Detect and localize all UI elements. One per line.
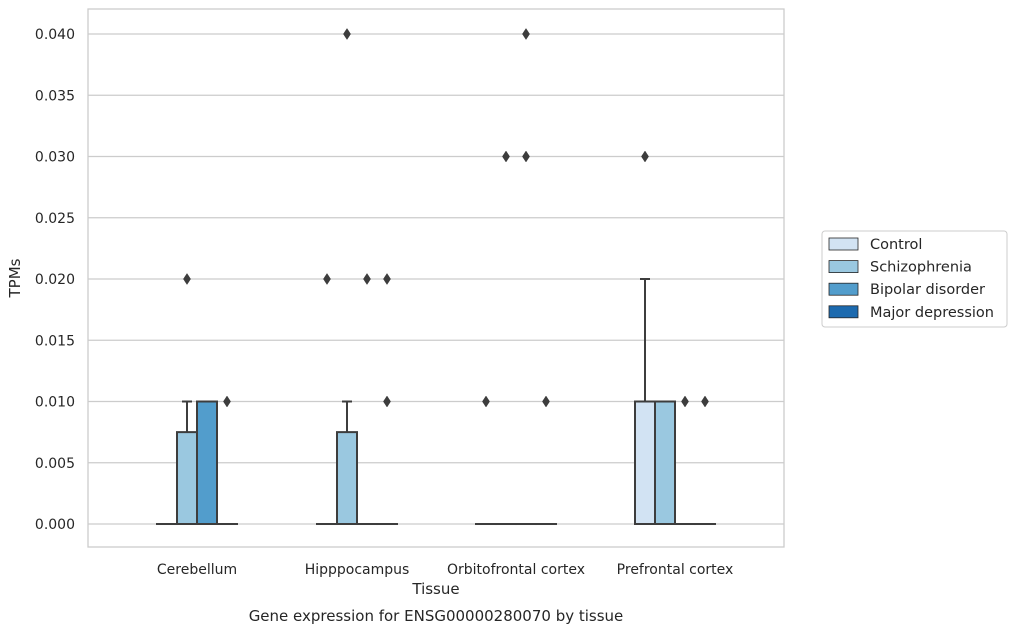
outlier-point — [542, 395, 550, 408]
outlier-point — [681, 395, 689, 408]
legend-label: Control — [870, 237, 922, 253]
y-tick-label: 0.035 — [35, 88, 75, 104]
outlier-point — [502, 150, 510, 163]
legend-swatch — [828, 237, 859, 251]
legend-frame — [821, 230, 1008, 328]
outlier-point — [522, 28, 530, 40]
x-axis: Cerebellum Hipppocampus Orbitofrontal cort… — [157, 562, 733, 578]
legend: Control Schizophrenia Bipolar disorder Majo… — [821, 230, 1008, 328]
outlier-point — [482, 395, 490, 408]
x-tick-label: Cerebellum — [157, 562, 237, 578]
y-tick-label: 0.040 — [35, 27, 75, 43]
box — [176, 431, 198, 525]
y-tick-label: 0.020 — [35, 272, 75, 288]
outlier-point — [223, 395, 231, 408]
legend-label: Schizophrenia — [870, 260, 972, 276]
x-axis-label: Tissue — [411, 580, 459, 598]
legend-swatch — [828, 305, 859, 319]
x-tick-label: Orbitofrontal cortex — [447, 562, 585, 578]
axes-frame — [87, 8, 785, 548]
legend-swatch — [828, 260, 859, 274]
x-tick-label: Prefrontal cortex — [617, 562, 734, 578]
outlier-point — [383, 273, 391, 285]
y-tick-label: 0.025 — [35, 211, 75, 227]
y-tick-label: 0.000 — [35, 517, 75, 533]
chart-caption: Gene expression for ENSG00000280070 by t… — [249, 607, 624, 625]
legend-label: Major depression — [870, 305, 994, 321]
y-tick-label: 0.030 — [35, 150, 75, 166]
legend-swatch — [828, 282, 859, 296]
y-tick-label: 0.015 — [35, 333, 75, 349]
outlier-point — [701, 395, 709, 408]
box — [336, 431, 358, 525]
legend-label: Bipolar disorder — [870, 282, 985, 298]
plot-area — [156, 28, 716, 526]
y-axis-label: TPMs — [6, 258, 24, 298]
outlier-point — [323, 273, 331, 285]
y-tick-label: 0.010 — [35, 395, 75, 411]
outlier-point — [183, 273, 191, 285]
x-tick-label: Hipppocampus — [305, 562, 410, 578]
outlier-point — [522, 150, 530, 163]
box — [654, 400, 676, 525]
outlier-point — [343, 28, 351, 40]
outlier-point — [641, 150, 649, 163]
box — [634, 400, 656, 525]
box — [196, 400, 218, 525]
y-axis: 0.000 0.005 0.010 0.015 0.020 0.025 0.030 0.035… — [35, 27, 75, 533]
y-tick-label: 0.005 — [35, 456, 75, 472]
outlier-point — [383, 395, 391, 408]
outlier-point — [363, 273, 371, 285]
